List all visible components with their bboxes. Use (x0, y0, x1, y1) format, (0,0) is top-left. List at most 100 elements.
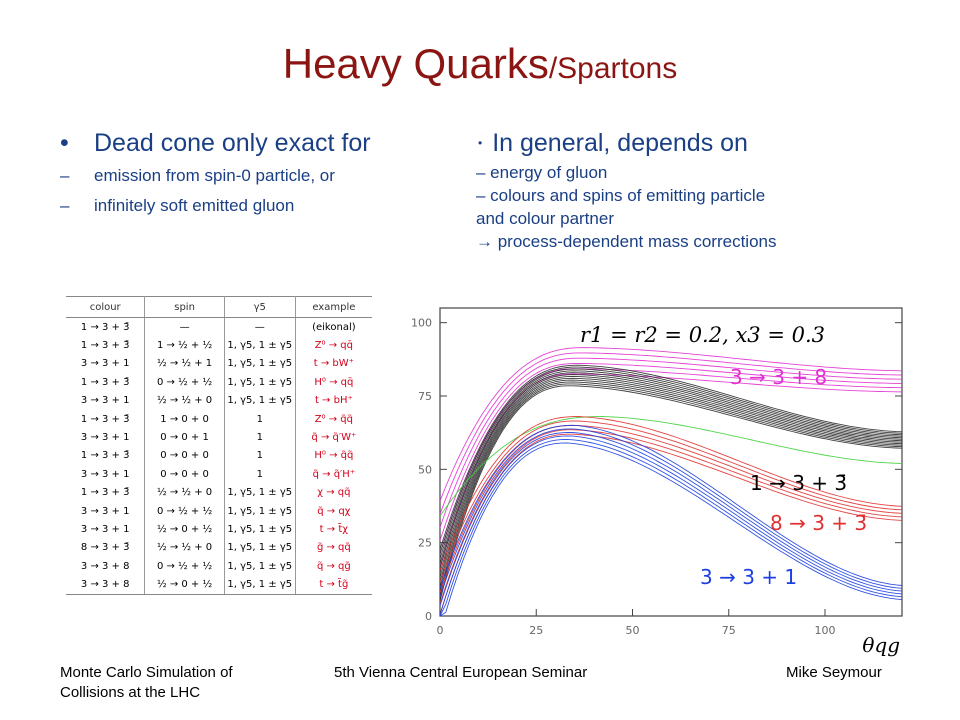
series-line-red (439, 420, 903, 582)
right-line-4: → process-dependent mass corrections (476, 232, 777, 251)
series-line-black (439, 385, 903, 601)
cell-spin: 0 → ½ + ½ (144, 501, 225, 521)
bullet-marker: • (478, 136, 483, 150)
series-line-magenta (439, 357, 903, 528)
header-colour: colour (66, 296, 146, 318)
series-label: 1 → 3 + 3̄ (750, 471, 847, 495)
cell-gamma5: 1 (224, 409, 296, 429)
cell-spin: 0 → 0 + 0 (144, 465, 225, 484)
footer-left-line-2: Collisions at the LHC (60, 684, 201, 701)
series-line-blue (439, 438, 903, 617)
cell-gamma5: 1 (224, 446, 296, 466)
series-line-blue (439, 431, 903, 606)
cell-gamma5: 1, γ5, 1 ± γ5 (224, 354, 296, 374)
table-row: 1 → 3 + 3̄ 1 → 0 + 0 1 Z⁰ → q̃q̃ (66, 409, 372, 429)
series-label: 3 → 3 + 8 (730, 365, 827, 389)
series-line-blue (439, 435, 903, 615)
table-body: 1 → 3 + 3̄ — — (eikonal) 1 → 3 + 3̄ 1 → ½ + ½… (66, 317, 372, 595)
series-line-green (439, 416, 903, 517)
left-sub-item-2: – infinitely soft emitted gluon (60, 191, 460, 221)
cell-colour: 1 → 3 + 3̄ (66, 483, 146, 502)
cell-spin: ½ → ½ + 0 (144, 483, 225, 502)
cell-example: t → bW⁺ (313, 358, 354, 370)
series-line-black (439, 368, 903, 559)
cell-gamma5: 1, γ5, 1 ± γ5 (224, 373, 296, 392)
footer-left-line-1: Monte Carlo Simulation of (60, 664, 233, 681)
chart-title: r1 = r2 = 0.2, x3 = 0.3 (580, 323, 825, 347)
x-tick-label: 25 (529, 624, 543, 637)
cell-example: Z⁰ → qq̄ (314, 340, 353, 352)
cell-example: t → t̃χ (319, 523, 349, 535)
series-line-black (439, 370, 903, 564)
series-line-black (439, 374, 903, 573)
cell-spin: 1 → ½ + ½ (144, 336, 225, 355)
table-row: 1 → 3 + 3̄ 0 → 0 + 0 1 H⁰ → q̃q̃ (66, 446, 372, 466)
y-tick-label: 25 (418, 537, 432, 550)
series-line-red (439, 429, 903, 604)
cell-spin: ½ → 0 + ½ (144, 520, 225, 539)
plot-frame (439, 307, 903, 617)
right-line-1: – energy of gluon (476, 163, 608, 182)
series-line-red (439, 424, 903, 593)
cell-example: H⁰ → qq̄ (314, 376, 354, 388)
series-line-black (439, 377, 903, 583)
x-tick-label: 75 (722, 624, 736, 637)
x-tick-label: 0 (437, 624, 444, 637)
cell-example: q̃ → qg̃ (316, 560, 351, 572)
series-line-black (439, 381, 903, 592)
dash-marker: – (60, 166, 70, 185)
y-tick-label: 50 (418, 463, 432, 476)
left-bullet: • Dead cone only exact for (60, 125, 460, 161)
cell-example: q̃ → q̃′H⁺ (312, 468, 356, 480)
cell-gamma5: 1 (224, 465, 296, 484)
title-main: Heavy Quarks (282, 40, 549, 87)
series-line-magenta (439, 363, 902, 541)
header-example: example (295, 296, 372, 318)
header-spin: spin (144, 296, 225, 318)
cell-colour: 3 → 3 + 8 (66, 557, 146, 576)
x-tick-label: 100 (815, 624, 836, 637)
footer-right: Mike Seymour (786, 664, 882, 681)
cell-spin: ½ → ½ + 0 (144, 391, 225, 410)
series-line-blue (439, 442, 903, 617)
series-label: 3 → 3 + 1 (700, 565, 797, 589)
right-bullet: • In general, depends on (478, 125, 946, 161)
footer-left: Monte Carlo Simulation of Collisions at … (60, 663, 233, 703)
table-row: 1 → 3 + 3̄ 0 → ½ + ½ 1, γ5, 1 ± γ5 H⁰ → qq̄ (66, 373, 372, 392)
cell-gamma5: — (224, 317, 296, 337)
cell-gamma5: 1, γ5, 1 ± γ5 (224, 520, 296, 539)
series-line-black (439, 366, 903, 555)
cell-colour: 3 → 3 + 1 (66, 354, 146, 374)
y-tick-label: 100 (411, 317, 432, 330)
cell-spin: 0 → 0 + 0 (144, 446, 225, 466)
cell-colour: 3 → 3 + 1 (66, 520, 146, 539)
series-line-black (439, 375, 903, 578)
cell-example: g̃ → qq̃ (316, 542, 351, 554)
right-line-2: – colours and spins of emitting particle (476, 186, 766, 205)
cell-example: q̃ → qχ (317, 505, 351, 517)
cell-gamma5: 1, γ5, 1 ± γ5 (224, 557, 296, 576)
series-line-blue (439, 424, 903, 589)
series-line-blue (439, 428, 903, 598)
cell-colour: 3 → 3 + 1 (66, 428, 146, 447)
right-line-3: and colour partner (476, 209, 614, 228)
cell-gamma5: 1 (224, 428, 296, 447)
cell-colour: 3 → 3 + 8 (66, 575, 146, 595)
cell-spin: ½ → 0 + ½ (144, 575, 225, 595)
left-column: • Dead cone only exact for – emission from… (60, 125, 460, 221)
bullet-marker: • (60, 129, 69, 157)
cell-colour: 3 → 3 + 1 (66, 391, 146, 410)
cell-gamma5: 1, γ5, 1 ± γ5 (224, 391, 296, 410)
cell-colour: 3 → 3 + 1 (66, 501, 146, 521)
cell-spin: ½ → ½ + 0 (144, 538, 225, 558)
cell-example: χ → qq̃ (317, 487, 351, 499)
table-header-row: colour spin γ5 example (66, 296, 372, 318)
series-line-red (439, 433, 903, 615)
